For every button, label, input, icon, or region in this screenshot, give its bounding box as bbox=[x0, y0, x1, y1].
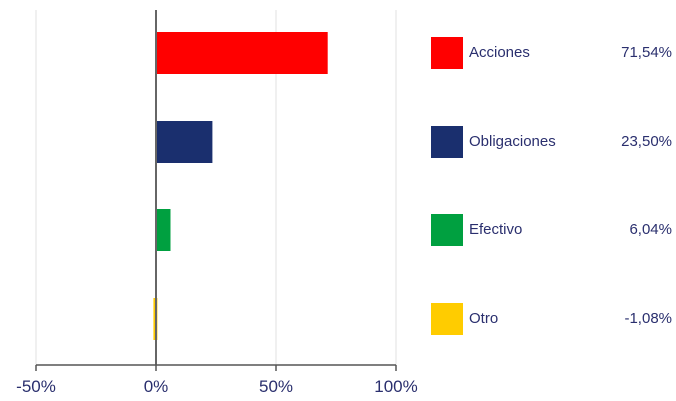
legend-swatch bbox=[431, 37, 463, 69]
x-tick-label: 100% bbox=[374, 377, 417, 396]
x-tick-label: 50% bbox=[259, 377, 293, 396]
bars bbox=[153, 32, 328, 340]
bar-chart: -50% 0% 50% 100% bbox=[16, 10, 418, 396]
legend-item: Efectivo 6,04% bbox=[431, 214, 676, 246]
legend-label: Obligaciones bbox=[469, 133, 556, 150]
legend-item: Obligaciones 23,50% bbox=[431, 126, 676, 158]
bar-obligaciones bbox=[156, 121, 213, 163]
x-tick-label: 0% bbox=[144, 377, 169, 396]
legend-swatch bbox=[431, 126, 463, 158]
bar-efectivo bbox=[156, 209, 171, 251]
legend-value: -1,08% bbox=[624, 310, 672, 327]
legend-swatch bbox=[431, 303, 463, 335]
bar-acciones bbox=[156, 32, 328, 74]
legend-value: 71,54% bbox=[621, 44, 672, 61]
legend-value: 6,04% bbox=[629, 221, 672, 238]
legend-item: Acciones 71,54% bbox=[431, 37, 676, 69]
x-axis-ticks: -50% 0% 50% 100% bbox=[16, 365, 418, 396]
legend-label: Efectivo bbox=[469, 221, 523, 238]
legend-value: 23,50% bbox=[621, 133, 672, 150]
legend-item: Otro -1,08% bbox=[431, 303, 676, 335]
legend-label: Otro bbox=[469, 310, 499, 327]
legend-swatch bbox=[431, 214, 463, 246]
legend-label: Acciones bbox=[469, 44, 530, 61]
x-tick-label: -50% bbox=[16, 377, 56, 396]
